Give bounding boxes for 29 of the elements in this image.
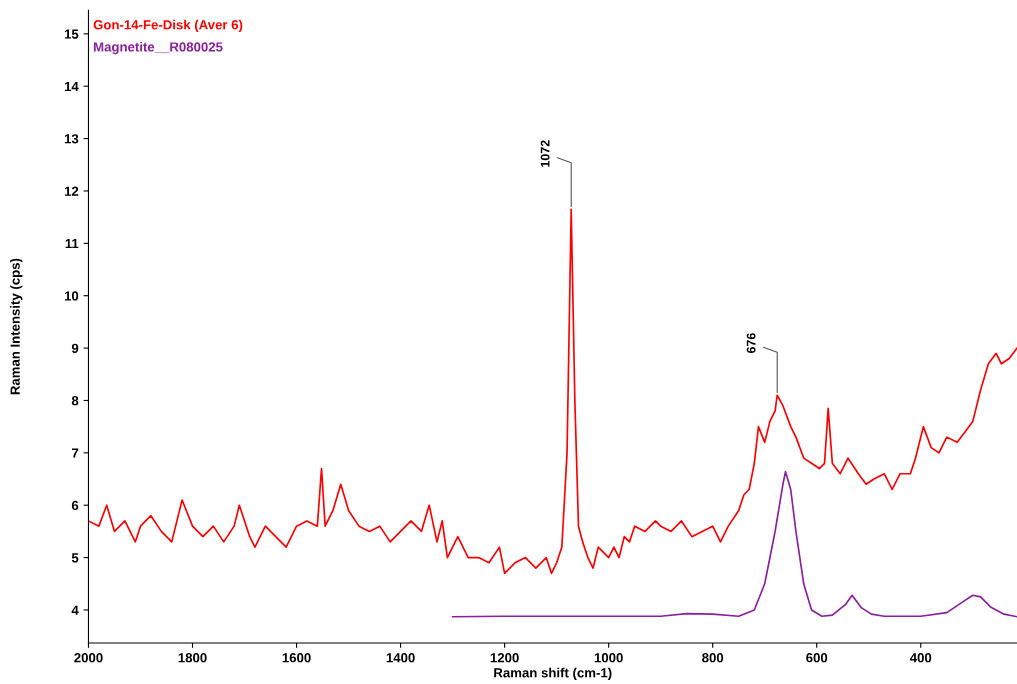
y-tick-label: 8 — [71, 396, 79, 406]
y-tick-label: 6 — [71, 500, 79, 511]
y-tick-label: 14 — [64, 81, 79, 91]
y-tick-label: 13 — [64, 134, 79, 144]
y-tick-label: 11 — [65, 239, 79, 249]
x-tick-label: 800 — [702, 653, 724, 663]
annotation: 676 — [746, 333, 756, 354]
line-series — [88, 208, 1017, 575]
y-axis-title: Raman Intensity (cps) — [10, 258, 23, 395]
y-tick-label: 4 — [71, 605, 79, 615]
x-tick-label: 1200 — [490, 653, 519, 663]
x-tick-label: 1800 — [178, 653, 207, 663]
y-tick-label: 7 — [71, 448, 79, 458]
y-tick-label: 10 — [64, 291, 79, 301]
annotation: 1072 — [540, 140, 550, 167]
line-series — [451, 470, 1017, 618]
y-tick-label: 5 — [71, 553, 79, 563]
text: Magnetite__R080025 — [94, 41, 223, 55]
y-tick-label: 15 — [64, 29, 79, 39]
x-tick-label: 600 — [806, 653, 828, 663]
x-axis-title: Raman shift (cm-1) — [494, 667, 612, 681]
x-tick-label: 1400 — [386, 653, 415, 663]
y-tick-label: 9 — [71, 343, 79, 353]
x-tick-label: 400 — [909, 653, 932, 663]
text: Gon-14-Fe-Disk (Aver 6) — [93, 19, 243, 33]
x-tick-label: 1000 — [594, 653, 623, 663]
x-tick-label: 1600 — [282, 653, 311, 663]
y-tick-label: 12 — [64, 186, 79, 196]
x-tick-label: 2000 — [74, 653, 103, 663]
